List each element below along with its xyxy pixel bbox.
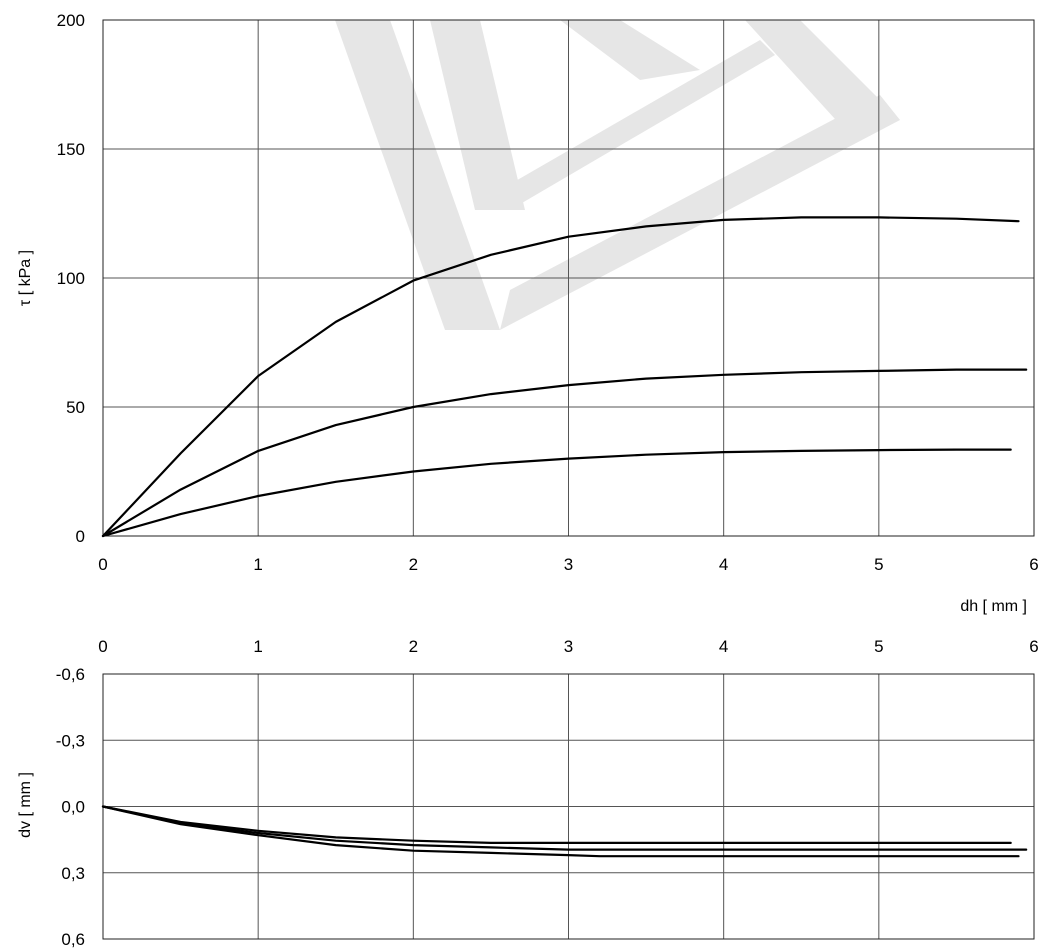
y-tick-labels-bottom: -0,6 -0,3 0,0 0,3 0,6 [56,665,85,949]
x-tick-label: 4 [719,555,728,574]
x-tick-label: 5 [874,637,883,656]
grid-top [103,20,1034,536]
series-line-top-1 [101,216,1020,538]
x-axis-label-top: dh [ mm ] [960,598,1027,615]
series-line-bottom-2 [101,805,1028,851]
series-line-top-3 [101,448,1012,538]
y-axis-label-top: τ [ kPa ] [17,250,34,306]
y-tick-label: 100 [57,269,85,288]
x-tick-labels-top: 0 1 2 3 4 5 6 [98,555,1038,574]
y-tick-label: 150 [57,140,85,159]
y-axis-label-bottom: dv [ mm ] [17,772,34,838]
y-tick-labels-top: 0 50 100 150 200 [57,11,85,546]
series-line-bottom-3 [101,805,1020,858]
y-tick-label: 0,6 [61,930,85,949]
series-bottom [101,805,1028,858]
y-tick-label: -0,6 [56,665,85,684]
x-tick-label: 5 [874,555,883,574]
x-tick-label: 2 [409,555,418,574]
y-tick-label: 200 [57,11,85,30]
watermark [335,20,900,330]
x-tick-label: 6 [1029,555,1038,574]
series-line-bottom-1 [101,805,1012,844]
x-tick-label: 2 [409,637,418,656]
y-tick-label: 0,3 [61,864,85,883]
series-line-top-2 [101,368,1028,538]
shear-stress-plot: 0 1 2 3 4 5 6 0 50 100 150 200 τ [ kPa ] dh [ mm ] [17,11,1039,615]
x-tick-label: 3 [564,555,573,574]
x-tick-label: 0 [98,637,107,656]
x-tick-label: 3 [564,637,573,656]
vertical-displacement-plot: 0 1 2 3 4 5 6 -0,6 -0,3 0,0 0,3 0,6 dv [ mm ] [17,637,1039,949]
grid-bottom [103,674,1034,939]
x-tick-label: 1 [253,555,262,574]
x-tick-label: 6 [1029,637,1038,656]
y-tick-label: 0,0 [61,798,85,817]
x-tick-label: 1 [253,637,262,656]
x-tick-label: 4 [719,637,728,656]
x-tick-labels-bottom: 0 1 2 3 4 5 6 [98,637,1038,656]
x-tick-label: 0 [98,555,107,574]
y-tick-label: 50 [66,398,85,417]
series-top [101,216,1028,538]
y-tick-label: -0,3 [56,731,85,750]
plot-frame-top [102,19,1035,537]
y-tick-label: 0 [76,527,85,546]
